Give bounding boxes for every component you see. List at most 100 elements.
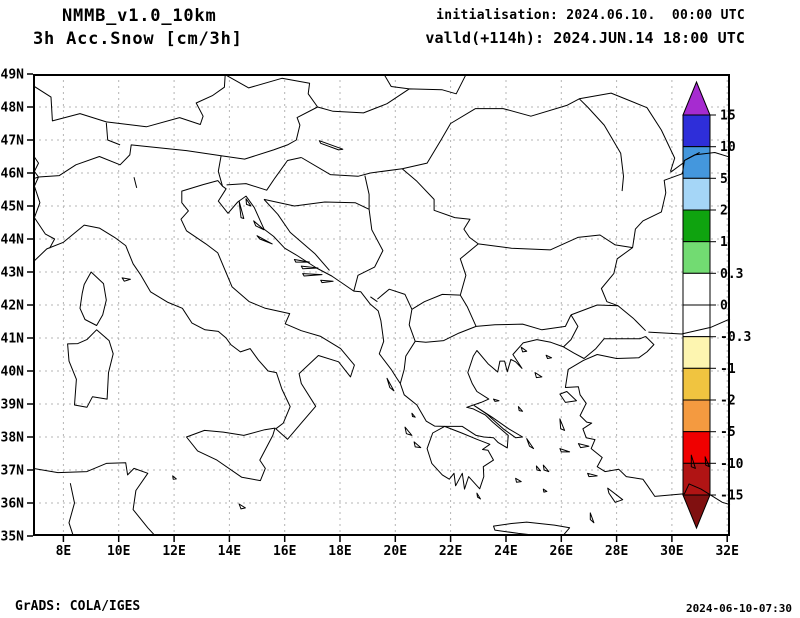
coastline-path (301, 157, 403, 177)
coastline-path (172, 475, 177, 480)
coastline-path (413, 441, 422, 449)
coastline-path (253, 220, 265, 231)
lat-label: 44N (1, 233, 25, 248)
coastline-path (690, 454, 696, 469)
coastline-path (579, 92, 676, 172)
coastline-path (226, 157, 302, 191)
coastline-path (402, 98, 624, 192)
lon-label: 26E (550, 544, 573, 559)
coastline-path (520, 346, 528, 353)
coastline-path (238, 200, 245, 219)
coastline-path (559, 391, 577, 403)
coastline-path (67, 329, 114, 408)
coastline-path (399, 341, 416, 384)
lon-label: 14E (218, 544, 241, 559)
coastline-path (478, 234, 633, 251)
colorbar-segment (682, 367, 711, 401)
valid-time: valld(+114h): 2024.JUN.14 18:00 UTC (425, 29, 745, 47)
model-title: NMMB_v1.0_10km (62, 6, 217, 26)
colorbar-segment (682, 241, 711, 274)
colorbar-label: 5 (720, 172, 728, 187)
coastline-path (459, 243, 479, 296)
coastline-path (526, 438, 535, 450)
coastline-path (121, 277, 131, 282)
lat-label: 37N (1, 464, 25, 479)
lat-label: 45N (1, 200, 25, 215)
coastline-path (320, 279, 334, 284)
lat-label: 46N (1, 167, 25, 182)
coastline-path (293, 259, 311, 263)
coastline-path (563, 335, 646, 359)
coastline-path (577, 443, 590, 449)
colorbar-segment (682, 177, 711, 211)
colorbar-label: -2 (720, 394, 736, 409)
colorbar-segment (682, 304, 711, 338)
colorbar-segment (682, 462, 711, 496)
lon-label: 12E (162, 544, 185, 559)
coastline-path (318, 140, 344, 151)
coastline-path (534, 372, 543, 379)
coastline-path (473, 405, 524, 439)
coastline-path (33, 106, 318, 180)
coastline-path (186, 427, 276, 482)
colorbar-segment (682, 336, 711, 369)
coastline-path (364, 175, 370, 210)
coastline-path (559, 448, 571, 453)
lat-label: 48N (1, 101, 25, 116)
coastline-path (217, 155, 223, 187)
coastline-path (300, 265, 319, 270)
coastline-path (411, 293, 461, 310)
init-time: initialisation: 2024.06.10. 00:00 UTC (436, 8, 745, 23)
coastline-path (238, 503, 246, 510)
colorbar-label: 1 (720, 235, 728, 250)
coastline-path (68, 483, 75, 536)
coastline-path (386, 377, 395, 392)
coastline-path (408, 309, 477, 343)
coastline-path (383, 74, 410, 90)
coastline-path (411, 412, 416, 418)
lat-label: 49N (1, 68, 25, 83)
coastline-path (607, 487, 624, 503)
coastline-path (224, 74, 319, 108)
lat-label: 41N (1, 332, 25, 347)
colorbar-label: 0 (720, 299, 728, 314)
lat-label: 38N (1, 431, 25, 446)
lon-label: 20E (384, 544, 407, 559)
field-title: 3h Acc.Snow [cm/3h] (33, 29, 243, 49)
colorbar-segment (682, 399, 711, 433)
gridlines-layer (33, 74, 730, 536)
coastline-path (517, 406, 524, 412)
lon-label: 16E (273, 544, 296, 559)
colorbar-label: 0.3 (720, 267, 743, 282)
lon-label: 24E (494, 544, 517, 559)
coastline-path (476, 492, 481, 500)
coastlines-layer (33, 74, 731, 536)
colorbar-segment (682, 146, 711, 179)
coastline-path (401, 168, 479, 245)
lon-label: 28E (605, 544, 628, 559)
coastline-path (542, 488, 548, 493)
coastline-path (587, 472, 598, 478)
coastline-path (133, 177, 138, 189)
colorbar-label: 15 (720, 109, 736, 124)
creation-timestamp: 2024-06-10-07:30 (686, 602, 792, 615)
coastline-path (263, 199, 330, 271)
coastline-path (600, 152, 731, 332)
colorbar-segment (682, 114, 711, 148)
coastline-path (535, 465, 541, 472)
colorbar-label: 10 (720, 140, 736, 155)
coastline-path (263, 198, 384, 292)
coastline-path (459, 294, 572, 331)
coastline-path (542, 464, 550, 473)
coastline-path (545, 354, 553, 359)
coastline-path (79, 271, 107, 326)
coastline-path (245, 198, 252, 207)
colorbar-labels: 15 10 5 2 1 0.3 0 -0.3 -1 -2 -5 -10 -15 (710, 109, 751, 504)
colorbar-label: -1 (720, 362, 736, 377)
lat-label: 42N (1, 299, 25, 314)
coastline-path (686, 152, 700, 160)
lon-label: 10E (107, 544, 130, 559)
colorbar-label: -15 (720, 489, 743, 504)
